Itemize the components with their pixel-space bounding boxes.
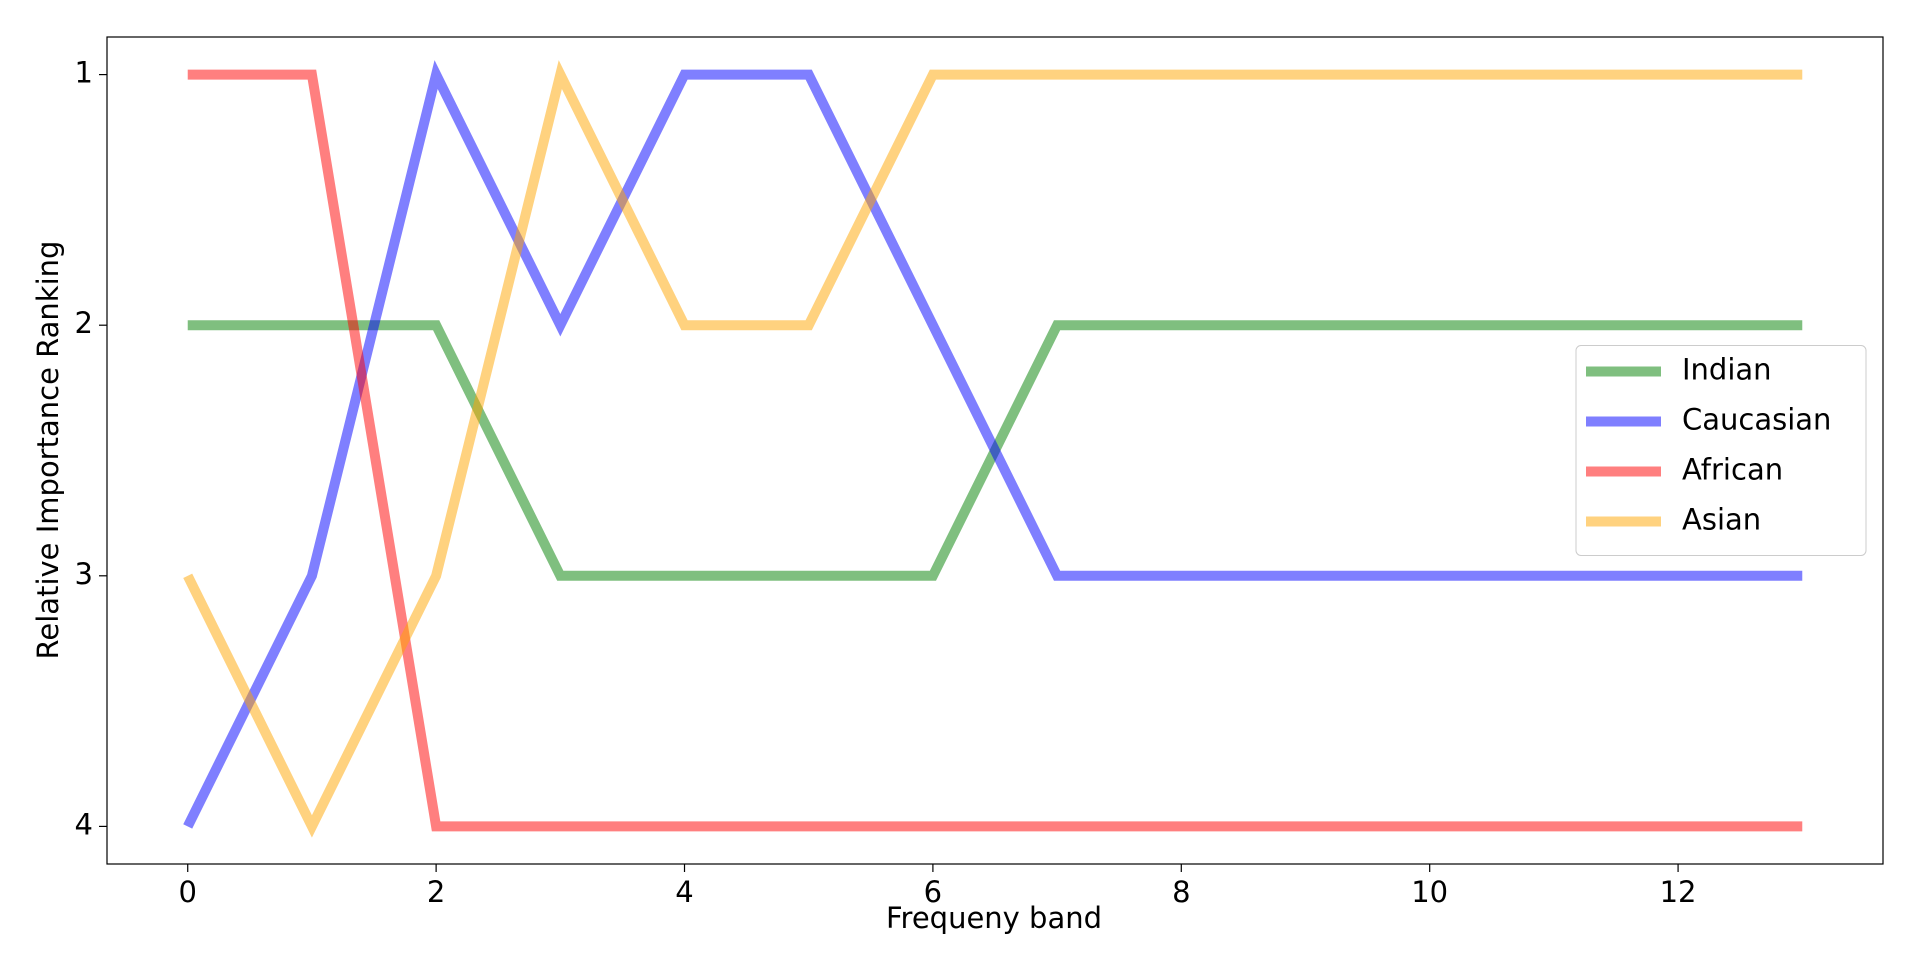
legend-label: African: [1682, 453, 1783, 487]
y-tick-label: 3: [75, 557, 93, 591]
x-tick-label: 8: [1172, 875, 1190, 909]
y-tick-label: 1: [75, 56, 93, 90]
y-tick-label: 4: [75, 807, 93, 841]
x-tick-label: 10: [1411, 875, 1448, 909]
x-tick-label: 2: [427, 875, 445, 909]
series-line: [183, 60, 1803, 829]
plot-frame: [106, 36, 1884, 865]
series-line: [187, 69, 1803, 832]
legend-box: [1575, 345, 1867, 556]
legend-label: Asian: [1682, 503, 1761, 537]
x-tick-label: 0: [179, 875, 197, 909]
legend-label: Caucasian: [1682, 403, 1831, 437]
x-tick-label: 4: [675, 875, 693, 909]
x-tick-label: 12: [1660, 875, 1697, 909]
x-axis-label: Frequeny band: [886, 901, 1102, 935]
y-axis-label: Relative Importance Ranking: [31, 241, 65, 660]
x-tick-label: 6: [924, 875, 942, 909]
y-tick-label: 2: [75, 306, 93, 340]
legend-label: Indian: [1682, 353, 1772, 387]
series-line: [183, 60, 1803, 838]
